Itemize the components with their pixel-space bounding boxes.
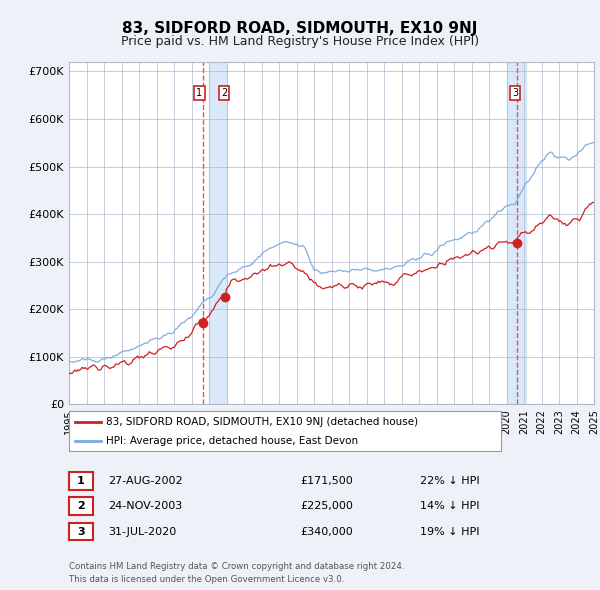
Bar [209,62,227,404]
Text: 3: 3 [512,88,518,98]
Text: 19% ↓ HPI: 19% ↓ HPI [420,527,479,536]
Text: 2: 2 [77,502,85,511]
Text: 2: 2 [221,88,227,98]
Bar [506,62,526,404]
Text: 1: 1 [77,476,85,486]
Text: HPI: Average price, detached house, East Devon: HPI: Average price, detached house, East… [106,437,358,446]
Text: This data is licensed under the Open Government Licence v3.0.: This data is licensed under the Open Gov… [69,575,344,584]
Text: 27-AUG-2002: 27-AUG-2002 [108,476,182,486]
Text: £225,000: £225,000 [300,502,353,511]
Text: £171,500: £171,500 [300,476,353,486]
Text: 22% ↓ HPI: 22% ↓ HPI [420,476,479,486]
Text: £340,000: £340,000 [300,527,353,536]
Text: 83, SIDFORD ROAD, SIDMOUTH, EX10 9NJ (detached house): 83, SIDFORD ROAD, SIDMOUTH, EX10 9NJ (de… [106,418,418,428]
Text: 31-JUL-2020: 31-JUL-2020 [108,527,176,536]
Text: 14% ↓ HPI: 14% ↓ HPI [420,502,479,511]
Text: 83, SIDFORD ROAD, SIDMOUTH, EX10 9NJ: 83, SIDFORD ROAD, SIDMOUTH, EX10 9NJ [122,21,478,35]
Text: Price paid vs. HM Land Registry's House Price Index (HPI): Price paid vs. HM Land Registry's House … [121,35,479,48]
Text: 1: 1 [196,88,202,98]
Text: 24-NOV-2003: 24-NOV-2003 [108,502,182,511]
Text: Contains HM Land Registry data © Crown copyright and database right 2024.: Contains HM Land Registry data © Crown c… [69,562,404,571]
Text: 3: 3 [77,527,85,536]
